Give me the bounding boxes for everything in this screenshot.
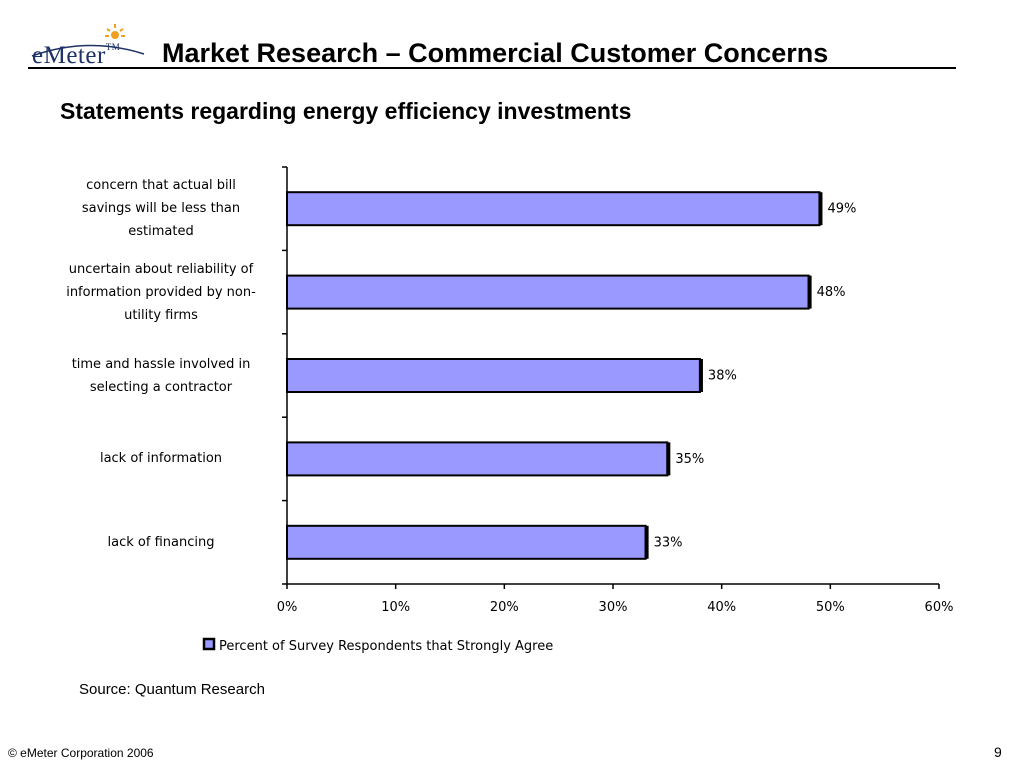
category-label: lack of information [46, 447, 276, 470]
bar-chart: 0% 10% 20% 30% 40% 50% 60% 49% 48% 38% 35% 33% Perce… [202, 166, 954, 654]
x-tick-label: 50% [816, 600, 845, 615]
bar [286, 274, 810, 310]
bar-shadow [698, 359, 703, 392]
category-label-line: utility firms [124, 307, 198, 323]
category-label: concern that actual bill savings will be … [46, 174, 276, 243]
legend-swatch [202, 637, 216, 651]
data-label: 35% [675, 452, 704, 467]
bar-shadow [666, 442, 671, 476]
title-divider [28, 67, 956, 69]
category-label-line: lack of information [99, 451, 223, 467]
x-tick-label: 60% [925, 600, 954, 615]
bar-shadow [644, 525, 649, 559]
category-label: uncertain about reliability of informatio… [46, 258, 276, 327]
bar [286, 441, 669, 477]
category-label-line: information provided by non- [66, 284, 256, 300]
bar [286, 191, 821, 227]
page-title: Market Research – Commercial Customer Co… [162, 38, 829, 68]
legend-label: Percent of Survey Respondents that Stron… [219, 639, 553, 654]
category-label-line: lack of financing [107, 534, 215, 550]
data-label: 49% [827, 202, 856, 217]
category-label: time and hassle involved in selecting a c… [46, 353, 276, 399]
data-label: 33% [654, 535, 683, 550]
category-label: lack of financing [46, 531, 276, 554]
data-label: 38% [708, 369, 737, 384]
logo-text: eMeter [32, 42, 106, 69]
x-tick-label: 10% [381, 600, 410, 615]
logo-trademark: TM [105, 42, 121, 52]
category-label-line: time and hassle involved in [71, 356, 251, 372]
source-note: Source: Quantum Research [79, 681, 265, 698]
category-label-line: uncertain about reliability of [68, 261, 254, 277]
copyright-footer: © eMeter Corporation 2006 [8, 746, 154, 760]
x-tick-label: 0% [277, 600, 298, 615]
category-label-line: estimated [128, 224, 194, 240]
page-number: 9 [994, 744, 1002, 760]
x-tick-label: 30% [599, 600, 628, 615]
category-label-line: concern that actual bill [86, 178, 236, 194]
bar-shadow [807, 275, 812, 309]
bar [286, 524, 647, 560]
emeter-logo: eMeterTM [28, 22, 150, 72]
sun-icon [105, 24, 125, 39]
bar-shadow [818, 192, 823, 226]
x-tick-label: 40% [707, 600, 736, 615]
category-label-line: selecting a contractor [89, 379, 233, 395]
x-tick-label: 20% [490, 600, 519, 615]
bar [286, 358, 701, 393]
data-label: 48% [817, 285, 846, 300]
category-label-line: savings will be less than [81, 201, 241, 217]
chart-subtitle: Statements regarding energy efficiency i… [60, 98, 632, 124]
logo-swoosh-icon [31, 44, 145, 57]
